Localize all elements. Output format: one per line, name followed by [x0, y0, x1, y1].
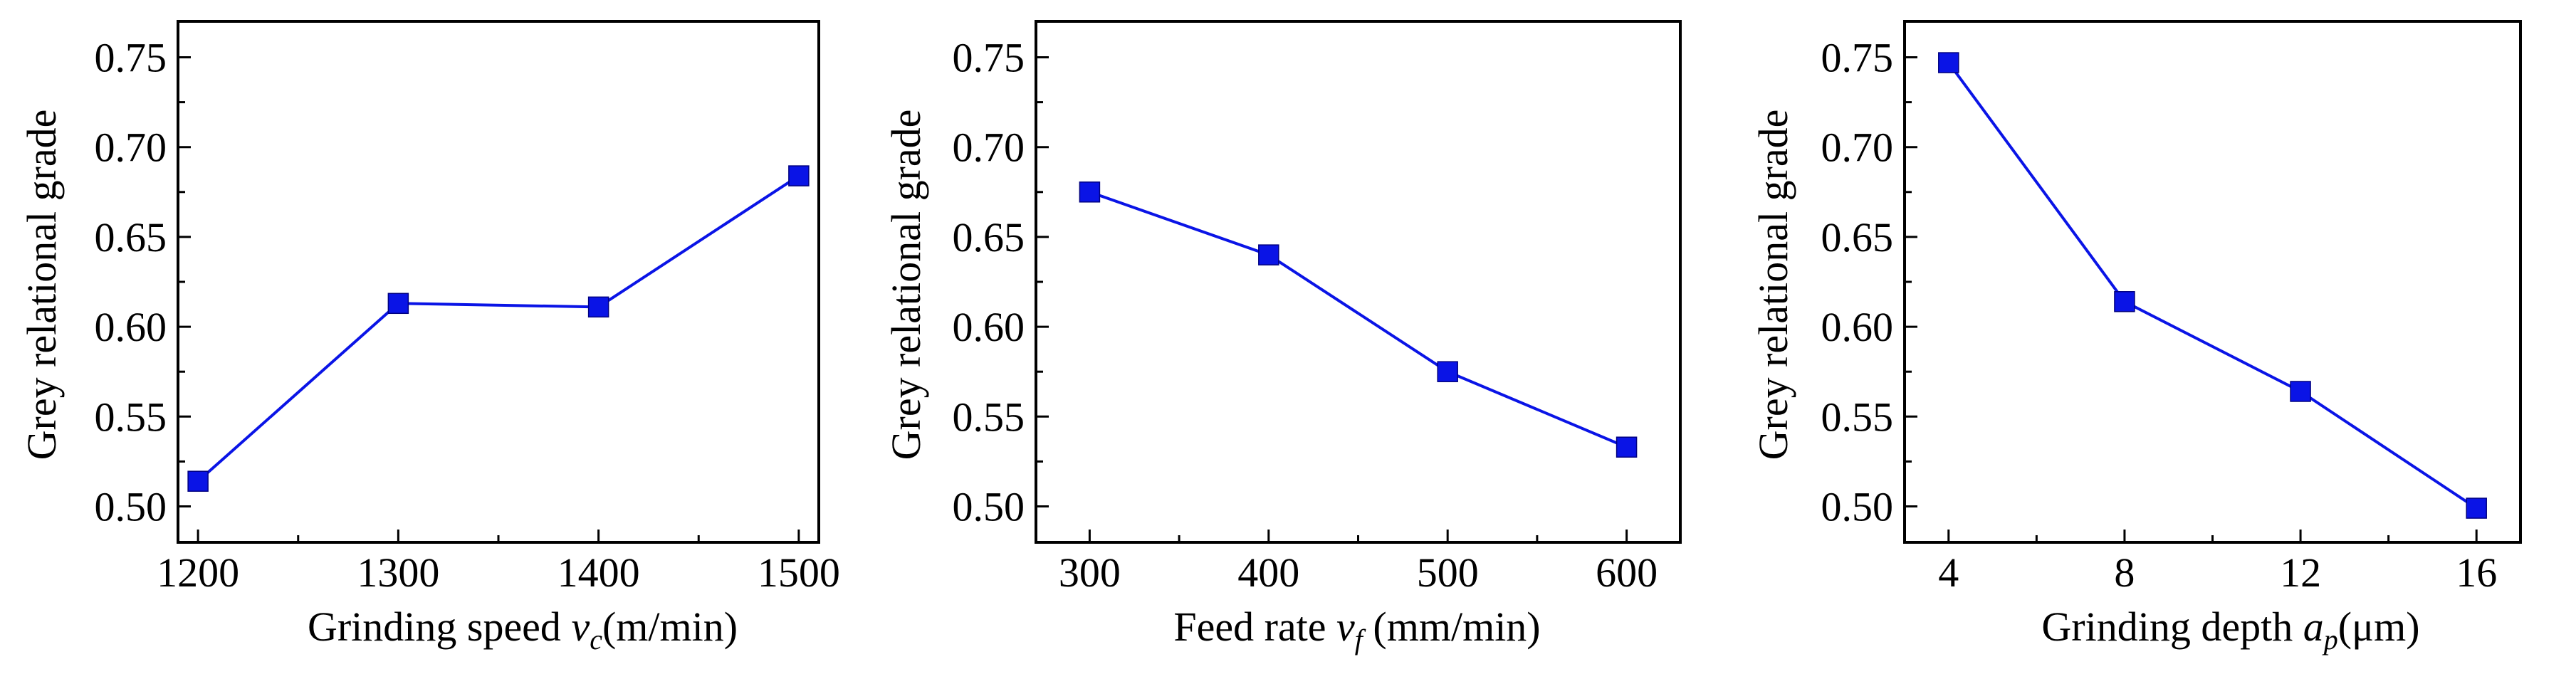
x-tick-label: 400 — [1237, 549, 1299, 596]
data-point-marker — [387, 293, 409, 315]
data-point-marker — [1616, 436, 1638, 458]
y-tick-label: 0.65 — [95, 214, 167, 260]
x-tick-label: 1400 — [557, 549, 640, 596]
y-tick-label: 0.60 — [1821, 304, 1894, 350]
y-tick-label: 0.70 — [95, 125, 167, 171]
chart-panel-grinding-depth: Grey relational grade Grinding depth ap(… — [1750, 20, 2522, 655]
x-tick-label: 12 — [2280, 549, 2321, 596]
plot-frame — [1035, 20, 1682, 544]
data-point-marker — [1437, 361, 1458, 382]
series-line — [1947, 61, 2478, 510]
x-tick-label: 1500 — [758, 549, 840, 596]
series-line — [197, 174, 800, 483]
x-tick-label: 4 — [1938, 549, 1959, 596]
x-tick-label: 16 — [2456, 549, 2497, 596]
x-axis-label: Grinding depth ap(μm) — [2041, 604, 2419, 655]
y-tick-label: 0.75 — [95, 34, 167, 80]
data-point-marker — [1258, 244, 1279, 265]
y-tick-label: 0.55 — [95, 394, 167, 440]
y-axis-label: Grey relational grade — [1750, 110, 1796, 460]
x-tick-label: 1200 — [157, 549, 239, 596]
x-tick-label: 1300 — [357, 549, 439, 596]
y-tick-label: 0.75 — [953, 34, 1025, 80]
y-tick-label: 0.70 — [953, 125, 1025, 171]
x-axis-label: Grinding speed vc(m/min) — [308, 604, 738, 655]
data-point-marker — [587, 296, 609, 318]
y-tick-label: 0.65 — [953, 214, 1025, 260]
y-tick-label: 0.70 — [1821, 125, 1894, 171]
y-tick-label: 0.55 — [953, 394, 1025, 440]
y-axis-label: Grey relational grade — [19, 110, 65, 460]
x-tick-label: 300 — [1059, 549, 1121, 596]
data-point-marker — [788, 165, 810, 186]
series-line — [1089, 190, 1628, 449]
chart-panel-grinding-speed: Grey relational grade Grinding speed vc(… — [19, 20, 840, 655]
data-point-marker — [1079, 181, 1101, 203]
data-point-marker — [187, 470, 209, 492]
y-tick-label: 0.50 — [1821, 484, 1894, 530]
data-point-marker — [2290, 381, 2311, 402]
data-point-marker — [1938, 52, 1959, 73]
y-tick-label: 0.60 — [953, 304, 1025, 350]
data-point-marker — [2466, 497, 2487, 519]
x-tick-label: 500 — [1417, 549, 1479, 596]
x-axis-label: Feed rate vf (mm/min) — [1173, 604, 1540, 655]
y-axis-label: Grey relational grade — [883, 110, 929, 460]
y-tick-label: 0.50 — [953, 484, 1025, 530]
y-tick-label: 0.55 — [1821, 394, 1894, 440]
x-tick-label: 600 — [1596, 549, 1658, 596]
y-tick-label: 0.50 — [95, 484, 167, 530]
plot-frame — [1903, 20, 2522, 544]
x-tick-label: 8 — [2114, 549, 2135, 596]
data-point-marker — [2114, 291, 2135, 312]
y-tick-label: 0.65 — [1821, 214, 1894, 260]
y-tick-label: 0.75 — [1821, 34, 1894, 80]
chart-panel-feed-rate: Grey relational grade Feed rate vf (mm/m… — [883, 20, 1682, 655]
y-tick-label: 0.60 — [95, 304, 167, 350]
plot-frame — [177, 20, 820, 544]
